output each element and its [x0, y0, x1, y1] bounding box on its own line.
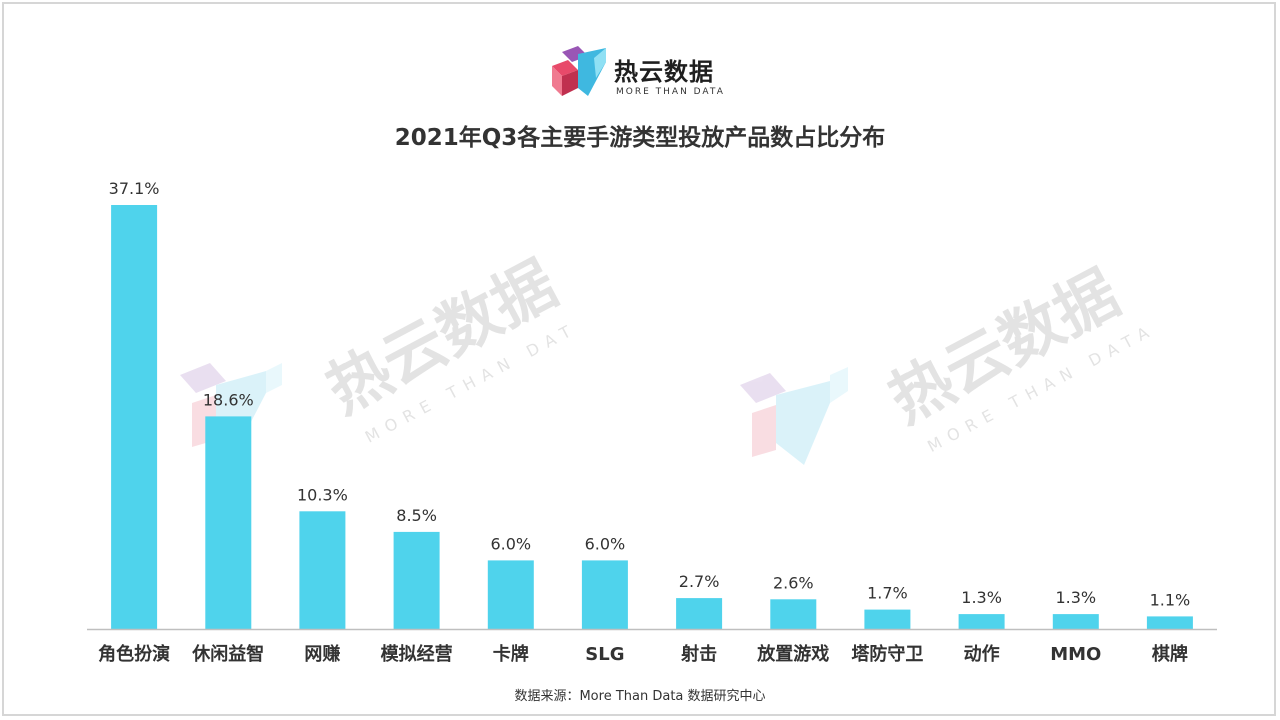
bars-group [111, 205, 1193, 629]
bar-2 [205, 416, 252, 629]
bar-6 [581, 560, 628, 629]
chart-title: 2021年Q3各主要手游类型投放产品数占比分布 [394, 125, 886, 151]
brand-logo: 热云数据 MORE THAN DATA [548, 44, 748, 104]
data-label-4: 8.5% [396, 506, 437, 525]
data-label-6: 6.0% [585, 534, 626, 553]
labels-group: 37.1% 角色扮演 18.6% 休闲益智 10.3% 网赚 8.5% 模拟经营 6.0% 卡牌 6… [98, 179, 1190, 665]
category-label-3: 网赚 [304, 643, 340, 665]
data-label-8: 2.6% [773, 573, 814, 592]
bar-4 [393, 531, 440, 629]
category-label-7: 射击 [680, 643, 717, 665]
data-label-2: 18.6% [203, 390, 254, 409]
bar-3 [299, 511, 346, 629]
category-label-1: 角色扮演 [98, 643, 170, 665]
category-label-11: MMO [1050, 644, 1101, 665]
bar-7 [676, 598, 723, 629]
brand-name: 热云数据 [614, 58, 714, 86]
category-label-6: SLG [585, 644, 624, 665]
data-label-5: 6.0% [490, 534, 531, 553]
data-label-1: 37.1% [109, 179, 160, 198]
category-label-2: 休闲益智 [191, 643, 264, 665]
bar-9 [864, 609, 911, 629]
data-label-9: 1.7% [867, 584, 908, 603]
bar-11 [1052, 614, 1099, 629]
brand-tagline: MORE THAN DATA [616, 87, 725, 97]
bar-8 [770, 599, 817, 629]
category-label-4: 模拟经营 [381, 643, 453, 665]
data-label-12: 1.1% [1150, 590, 1191, 609]
data-label-11: 1.3% [1055, 588, 1096, 607]
bar-12 [1146, 616, 1193, 629]
category-label-5: 卡牌 [493, 643, 529, 665]
category-label-9: 塔防守卫 [851, 643, 923, 665]
category-label-8: 放置游戏 [756, 643, 829, 665]
data-source: 数据来源：More Than Data 数据研究中心 [514, 689, 766, 704]
bar-5 [487, 560, 534, 629]
data-label-7: 2.7% [679, 572, 720, 591]
bar-1 [111, 205, 158, 629]
category-label-12: 棋牌 [1152, 643, 1188, 665]
category-label-10: 动作 [964, 643, 1000, 665]
brand-cube-icon [552, 46, 606, 96]
bar-10 [958, 614, 1005, 629]
data-label-3: 10.3% [297, 485, 348, 504]
data-label-10: 1.3% [961, 588, 1002, 607]
